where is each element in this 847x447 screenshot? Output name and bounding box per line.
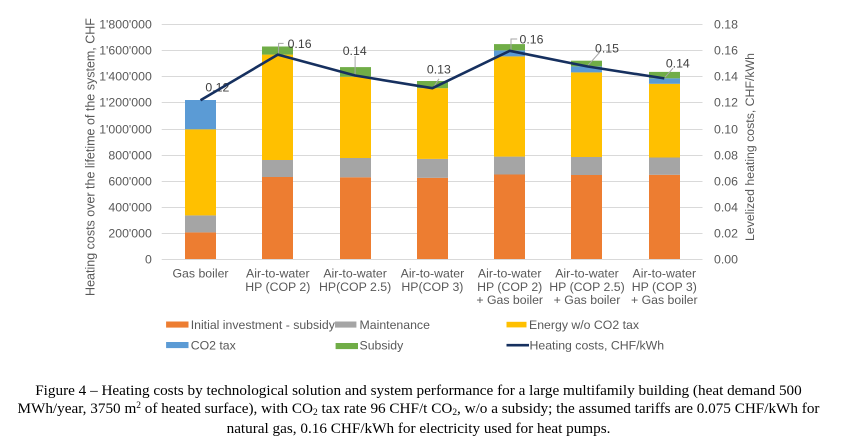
svg-text:+ Gas boiler: + Gas boiler xyxy=(631,293,698,307)
svg-text:0.12: 0.12 xyxy=(205,80,229,94)
svg-text:+ Gas boiler: + Gas boiler xyxy=(476,293,543,307)
svg-text:Energy w/o CO2 tax: Energy w/o CO2 tax xyxy=(529,318,640,332)
svg-text:0.18: 0.18 xyxy=(714,17,738,31)
svg-text:HP (COP 2): HP (COP 2) xyxy=(477,280,542,294)
svg-text:600'000: 600'000 xyxy=(108,174,152,188)
svg-text:0.14: 0.14 xyxy=(343,44,367,58)
svg-text:400'000: 400'000 xyxy=(108,200,152,214)
svg-text:1'600'000: 1'600'000 xyxy=(99,43,152,57)
svg-text:Heating costs, CHF/kWh: Heating costs, CHF/kWh xyxy=(530,338,665,352)
svg-text:0.08: 0.08 xyxy=(714,148,738,162)
svg-text:1'200'000: 1'200'000 xyxy=(99,95,152,109)
svg-text:0.15: 0.15 xyxy=(595,42,619,56)
svg-text:0.13: 0.13 xyxy=(427,63,451,77)
svg-text:Gas boiler: Gas boiler xyxy=(172,266,228,280)
svg-text:HP (COP 3): HP (COP 3) xyxy=(632,280,697,294)
svg-text:0.02: 0.02 xyxy=(714,226,738,240)
svg-text:0.16: 0.16 xyxy=(520,32,544,46)
svg-text:Maintenance: Maintenance xyxy=(360,318,431,332)
svg-text:0: 0 xyxy=(145,252,152,266)
svg-text:CO2 tax: CO2 tax xyxy=(191,338,237,352)
svg-text:200'000: 200'000 xyxy=(108,226,152,240)
svg-text:0.00: 0.00 xyxy=(714,252,738,266)
svg-text:0.06: 0.06 xyxy=(714,174,738,188)
svg-text:HP(COP 3): HP(COP 3) xyxy=(401,280,463,294)
svg-text:HP (COP 2.5): HP (COP 2.5) xyxy=(549,280,624,294)
svg-text:Air-to-water: Air-to-water xyxy=(555,266,619,280)
svg-text:0.14: 0.14 xyxy=(666,56,690,70)
svg-text:Levelized heating costs, CHF/k: Levelized heating costs, CHF/kWh xyxy=(743,53,757,241)
svg-text:0.04: 0.04 xyxy=(714,200,738,214)
svg-text:Air-to-water: Air-to-water xyxy=(633,266,697,280)
svg-text:1'400'000: 1'400'000 xyxy=(99,69,152,83)
svg-text:Subsidy: Subsidy xyxy=(360,338,405,352)
svg-text:HP (COP 2): HP (COP 2) xyxy=(245,280,310,294)
svg-text:+ Gas boiler: + Gas boiler xyxy=(554,293,621,307)
svg-text:1'800'000: 1'800'000 xyxy=(99,17,152,31)
svg-text:1'000'000: 1'000'000 xyxy=(99,122,152,136)
svg-text:Air-to-water: Air-to-water xyxy=(401,266,465,280)
svg-text:HP(COP 2.5): HP(COP 2.5) xyxy=(319,280,391,294)
svg-text:0.10: 0.10 xyxy=(714,122,738,136)
svg-text:Heating costs over the lifetim: Heating costs over the lifetime of the s… xyxy=(83,18,97,296)
svg-text:Air-to-water: Air-to-water xyxy=(323,266,387,280)
svg-text:0.14: 0.14 xyxy=(714,69,738,83)
svg-text:Initial investment - subsidy: Initial investment - subsidy xyxy=(191,318,336,332)
svg-text:0.16: 0.16 xyxy=(288,37,312,51)
svg-text:Air-to-water: Air-to-water xyxy=(246,266,310,280)
svg-text:0.16: 0.16 xyxy=(714,43,738,57)
svg-text:0.12: 0.12 xyxy=(714,95,738,109)
svg-text:800'000: 800'000 xyxy=(108,148,152,162)
svg-text:Air-to-water: Air-to-water xyxy=(478,266,542,280)
